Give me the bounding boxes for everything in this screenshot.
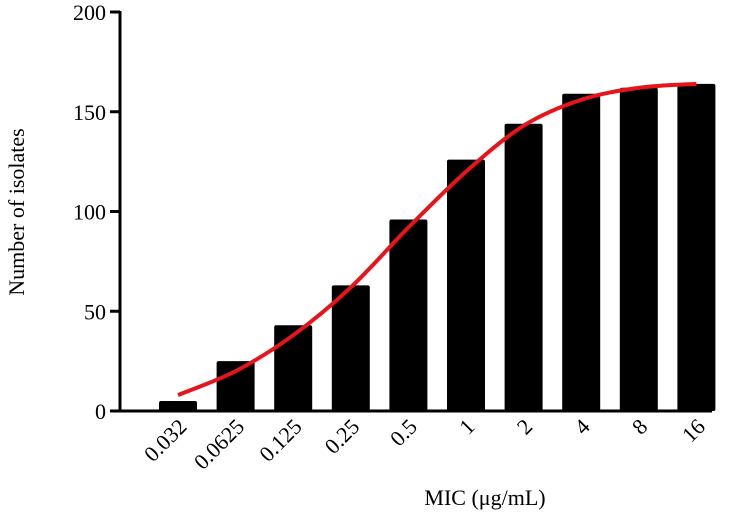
y-tick-label: 150 [73,100,106,125]
x-tick-label: 0.5 [385,414,422,451]
bar [447,159,485,411]
x-axis-label: MIC (μg/mL) [424,485,545,510]
y-tick-label: 50 [84,299,106,324]
bar [274,325,313,411]
x-tick-label: 0.0625 [189,414,249,474]
x-tick-label: 4 [569,414,594,439]
x-tick-label: 8 [627,414,652,439]
bar [331,285,370,411]
bar [159,401,197,411]
bar [389,219,428,411]
bar [562,93,601,412]
bar [619,87,658,411]
y-axis-label: Number of isolates [4,128,29,295]
x-tick-label: 0.125 [254,414,307,467]
bar [677,83,716,411]
bar [504,123,543,411]
bar [216,361,255,411]
x-tick-label: 1 [454,414,479,439]
x-tick-label: 16 [677,414,710,447]
x-tick-label: 0.032 [139,414,192,467]
fit-curve [177,81,697,397]
y-tick-label: 200 [73,0,106,25]
y-tick-label: 100 [73,200,106,225]
x-tick-label: 0.25 [319,414,364,459]
x-tick-label: 2 [512,414,537,439]
y-tick-label: 0 [95,399,106,424]
